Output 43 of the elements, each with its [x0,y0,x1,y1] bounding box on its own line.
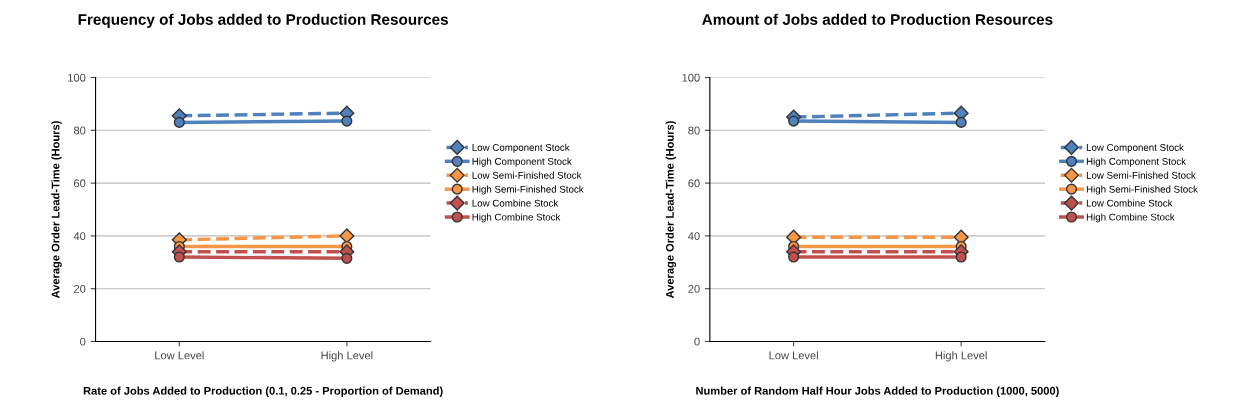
legend-label: Low Component Stock [1086,143,1184,153]
chart-title: Amount of Jobs added to Production Resources [702,13,1053,25]
legend-label: High Semi-Finished Stock [472,185,584,195]
legend-label: Low Semi-Finished Stock [472,171,582,179]
legend-label: Low Combine Stock [1086,199,1173,207]
y-tick-label: 0 [694,337,700,346]
x-tick-label: Low Level [155,351,204,360]
y-tick-label: 80 [73,126,86,135]
y-tick-label: 100 [68,73,86,82]
chart-title: Frequency of Jobs added to Production Resources [78,13,448,28]
legend-label: High Component Stock [472,157,572,167]
y-tick-label: 40 [688,232,700,241]
legend-label: High Combine Stock [1086,213,1175,223]
y-tick-label: 0 [80,337,86,346]
x-tick-label: High Level [321,351,373,362]
x-tick-label: Low Level [769,351,818,360]
point [955,116,967,128]
legend-label: Low Component Stock [472,143,570,153]
point [339,228,355,244]
x-axis-title: Number of Random Half Hour Jobs Added to Production (1000, 5000) [696,386,1059,397]
point [788,115,800,127]
y-tick-label: 20 [74,284,86,293]
point [173,116,185,128]
point [341,252,353,264]
x-tick-label: High Level [935,351,987,362]
y-tick-label: 80 [688,126,700,135]
legend-label: Low Combine Stock [472,199,559,207]
legend-label: High Combine Stock [472,213,561,223]
legend-label: High Component Stock [1086,157,1187,167]
y-axis-title: Average Order Lead-Time (Hours) [665,121,677,299]
y-axis-title: Average Order Lead-Time (Hours) [51,121,62,299]
point [341,115,353,127]
y-tick-label: 60 [74,179,86,188]
y-tick-label: 40 [73,232,86,241]
legend-label: High Semi-Finished Stock [1086,185,1198,195]
point [788,251,800,263]
y-tick-label: 20 [688,284,700,293]
y-tick-label: 60 [688,179,700,188]
point [173,251,185,263]
point [955,251,967,263]
legend-label: Low Semi-Finished Stock [1086,171,1196,179]
y-tick-label: 100 [682,73,700,82]
x-axis-title: Rate of Jobs Added to Production (0.1, 0.25 - Proportion of Demand) [83,386,443,397]
